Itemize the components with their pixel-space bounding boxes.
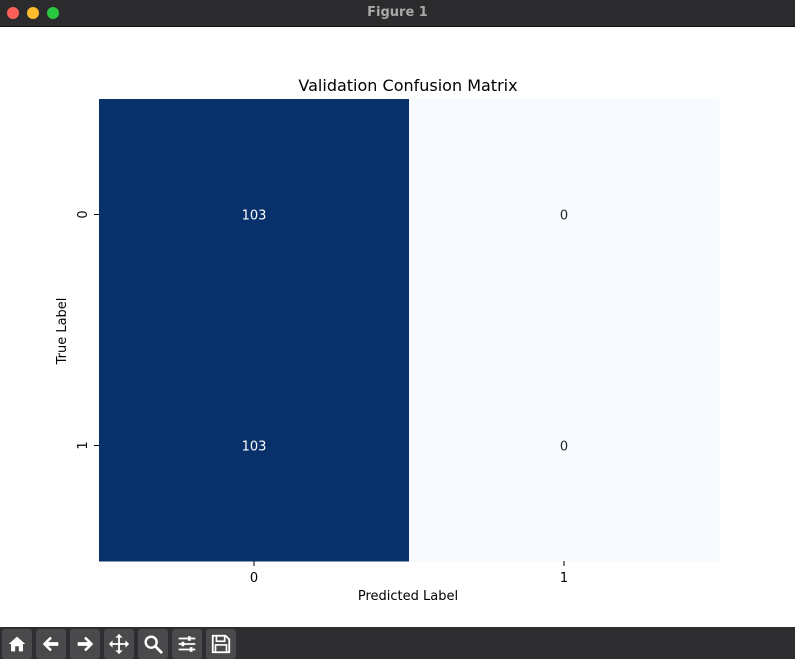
back-arrow-icon [42, 636, 59, 652]
x-tick-label: 0 [250, 571, 258, 586]
cell-value-label: 0 [560, 209, 568, 224]
cell-value-label: 103 [242, 209, 267, 224]
heatmap-cells: 103 0 103 0 [99, 99, 720, 562]
heatmap-cell-1-0 [99, 330, 410, 562]
y-axis-ticks: 01 [76, 210, 99, 450]
x-tick-label: 1 [560, 571, 568, 586]
y-tick-label: 0 [76, 210, 91, 218]
close-window-button[interactable] [7, 7, 19, 19]
forward-button[interactable] [70, 629, 100, 659]
zoom-button[interactable] [138, 629, 168, 659]
configure-subplots-icon [178, 636, 196, 652]
home-icon [8, 636, 26, 652]
x-axis-label: Predicted Label [358, 589, 458, 604]
pan-button[interactable] [104, 629, 134, 659]
forward-arrow-icon [77, 636, 94, 652]
navigation-toolbar [0, 627, 795, 659]
zoom-icon [144, 635, 163, 654]
configure-subplots-button[interactable] [172, 629, 202, 659]
pan-icon [108, 633, 130, 655]
save-icon [211, 634, 231, 654]
chart-title: Validation Confusion Matrix [298, 76, 517, 95]
cell-value-label: 103 [242, 440, 267, 455]
heatmap-cell-0-0 [99, 99, 410, 331]
window-title: Figure 1 [367, 5, 428, 20]
back-button[interactable] [36, 629, 66, 659]
window-titlebar: Figure 1 [0, 0, 795, 27]
home-button[interactable] [2, 629, 32, 659]
heatmap-cell-0-1 [409, 99, 720, 331]
cell-value-label: 0 [560, 440, 568, 455]
minimize-window-button[interactable] [27, 7, 39, 19]
y-tick-label: 1 [76, 441, 91, 449]
save-button[interactable] [206, 629, 236, 659]
maximize-window-button[interactable] [47, 7, 59, 19]
heatmap-cell-1-1 [409, 330, 720, 562]
y-axis-label: True Label [55, 298, 70, 366]
